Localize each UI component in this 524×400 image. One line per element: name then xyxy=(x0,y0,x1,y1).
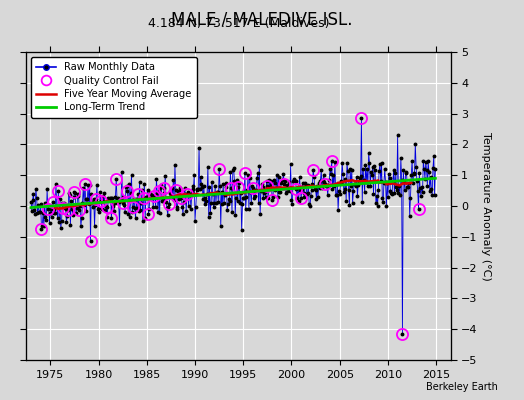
Legend: Raw Monthly Data, Quality Control Fail, Five Year Moving Average, Long-Term Tren: Raw Monthly Data, Quality Control Fail, … xyxy=(31,57,196,118)
Title: 4.184 N, 73.517 E (Maldives): 4.184 N, 73.517 E (Maldives) xyxy=(148,17,329,30)
Text: Berkeley Earth: Berkeley Earth xyxy=(426,382,498,392)
Y-axis label: Temperature Anomaly (°C): Temperature Anomaly (°C) xyxy=(482,132,492,280)
Text: MALE / MALEDIVE ISL.: MALE / MALEDIVE ISL. xyxy=(171,10,353,28)
